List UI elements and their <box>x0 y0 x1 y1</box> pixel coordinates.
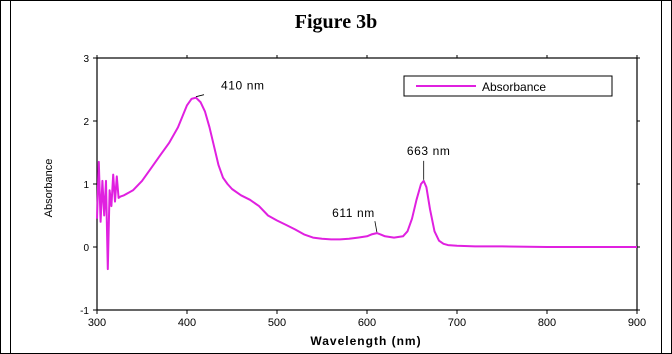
y-tick-label: -1 <box>80 306 89 317</box>
annotation-leader <box>195 94 205 98</box>
chart-ticks: 300 400 500 600 700 800 900 -1 0 1 2 3 <box>80 54 646 329</box>
x-tick-label: 800 <box>538 317 556 329</box>
frame-border-left <box>0 0 1 354</box>
chart-annotations: 410 nm 611 nm 663 nm <box>195 79 451 233</box>
legend-box <box>403 75 613 97</box>
x-tick-label: 900 <box>628 317 646 329</box>
x-tick-label: 300 <box>88 317 106 329</box>
legend-label: Absorbance <box>482 80 546 94</box>
x-axis-label: Wavelength (nm) <box>310 334 421 348</box>
frame-divider-left <box>10 0 11 354</box>
y-axis-label: Absorbance <box>43 159 55 218</box>
x-tick-label: 700 <box>448 317 466 329</box>
series-line-absorbance <box>96 96 637 271</box>
y-tick-label: 3 <box>83 54 89 65</box>
annotation-label: 410 nm <box>221 79 265 93</box>
y-tick-label: 0 <box>83 243 89 254</box>
plot-area <box>96 96 637 271</box>
frame-border-top <box>0 0 672 1</box>
y-tick-label: 1 <box>83 180 89 191</box>
figure-title: Figure 3b <box>294 11 378 33</box>
y-tick-label: 2 <box>83 117 89 128</box>
annotation-label: 611 nm <box>332 206 375 220</box>
annotation-label: 663 nm <box>407 144 451 158</box>
frame-divider-right <box>661 0 662 354</box>
chart-legend: Absorbance <box>403 75 613 97</box>
x-tick-label: 500 <box>268 317 286 329</box>
annotation-leader <box>374 221 378 233</box>
x-tick-label: 600 <box>358 317 376 329</box>
x-tick-label: 400 <box>178 317 196 329</box>
